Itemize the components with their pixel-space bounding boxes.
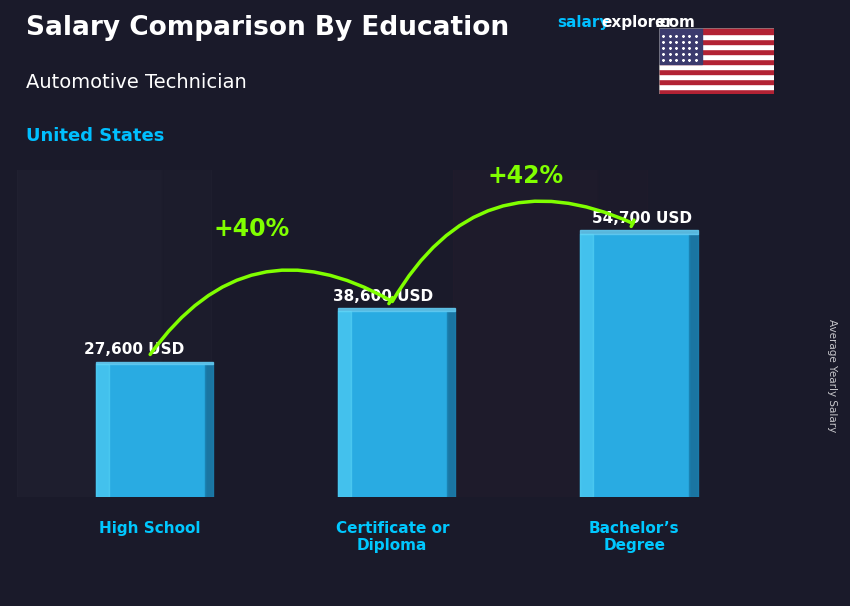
Bar (659, 33, 774, 39)
Text: Bachelor’s
Degree: Bachelor’s Degree (589, 521, 680, 553)
Bar (580, 230, 698, 234)
Bar (659, 48, 774, 54)
Text: 27,600 USD: 27,600 USD (83, 342, 184, 357)
Bar (308, 160, 502, 497)
Bar (162, 160, 356, 497)
Bar (659, 44, 774, 48)
Bar (337, 308, 456, 311)
Text: .com: .com (654, 15, 695, 30)
Bar (659, 89, 774, 94)
Bar (659, 84, 774, 89)
Text: Certificate or
Diploma: Certificate or Diploma (336, 521, 449, 553)
Text: 54,700 USD: 54,700 USD (592, 211, 692, 227)
Bar (17, 160, 211, 497)
Bar (96, 362, 213, 364)
Bar (659, 28, 702, 64)
Bar (205, 364, 213, 497)
Bar (659, 64, 774, 68)
Bar (580, 234, 688, 497)
Bar (580, 234, 593, 497)
Bar (659, 54, 774, 59)
Bar (96, 364, 109, 497)
Bar (659, 79, 774, 84)
Bar (659, 28, 774, 33)
Text: Average Yearly Salary: Average Yearly Salary (827, 319, 837, 432)
Bar (688, 234, 698, 497)
Text: Automotive Technician: Automotive Technician (26, 73, 246, 92)
Bar (337, 311, 447, 497)
Text: United States: United States (26, 127, 164, 145)
Bar (447, 311, 456, 497)
Text: 38,600 USD: 38,600 USD (333, 289, 434, 304)
Bar (96, 364, 205, 497)
Bar (659, 59, 774, 64)
Bar (659, 74, 774, 79)
Text: +40%: +40% (213, 218, 290, 241)
Text: Salary Comparison By Education: Salary Comparison By Education (26, 15, 508, 41)
Text: salary: salary (557, 15, 609, 30)
Bar (659, 68, 774, 74)
Bar (453, 160, 647, 497)
Bar (659, 39, 774, 44)
Text: +42%: +42% (487, 164, 564, 188)
Text: High School: High School (99, 521, 201, 536)
Text: explorer: explorer (601, 15, 673, 30)
Bar (337, 311, 351, 497)
Bar (598, 160, 792, 497)
